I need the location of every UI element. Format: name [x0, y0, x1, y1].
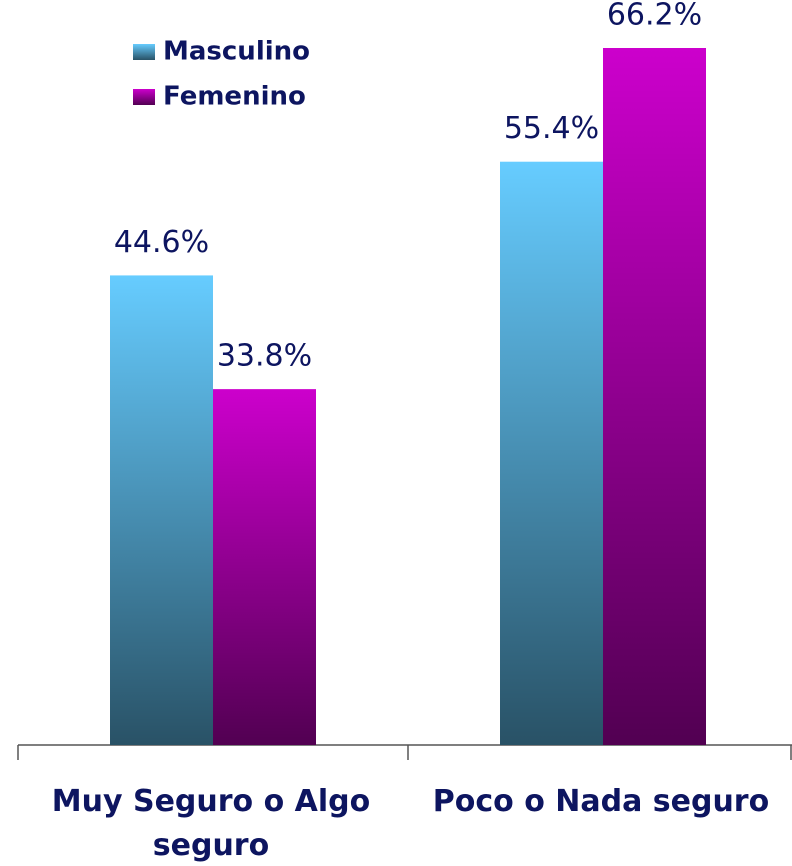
- bar-shade: [110, 275, 213, 745]
- data-label: 33.8%: [217, 339, 312, 374]
- bar-shade: [213, 389, 316, 745]
- legend-swatch-shade: [133, 89, 155, 105]
- data-label: 44.6%: [114, 225, 209, 260]
- data-label: 55.4%: [504, 111, 599, 146]
- x-tick-label: Poco o Nada seguro: [432, 784, 770, 819]
- data-label: 66.2%: [607, 0, 702, 33]
- legend-label: Masculino: [163, 37, 310, 67]
- bar-shade: [500, 161, 603, 746]
- x-tick-label: Muy Seguro o Algo seguro: [51, 784, 371, 863]
- legend-label: Femenino: [163, 82, 306, 112]
- legend-swatch-shade: [133, 44, 155, 60]
- bar-shade: [603, 48, 706, 745]
